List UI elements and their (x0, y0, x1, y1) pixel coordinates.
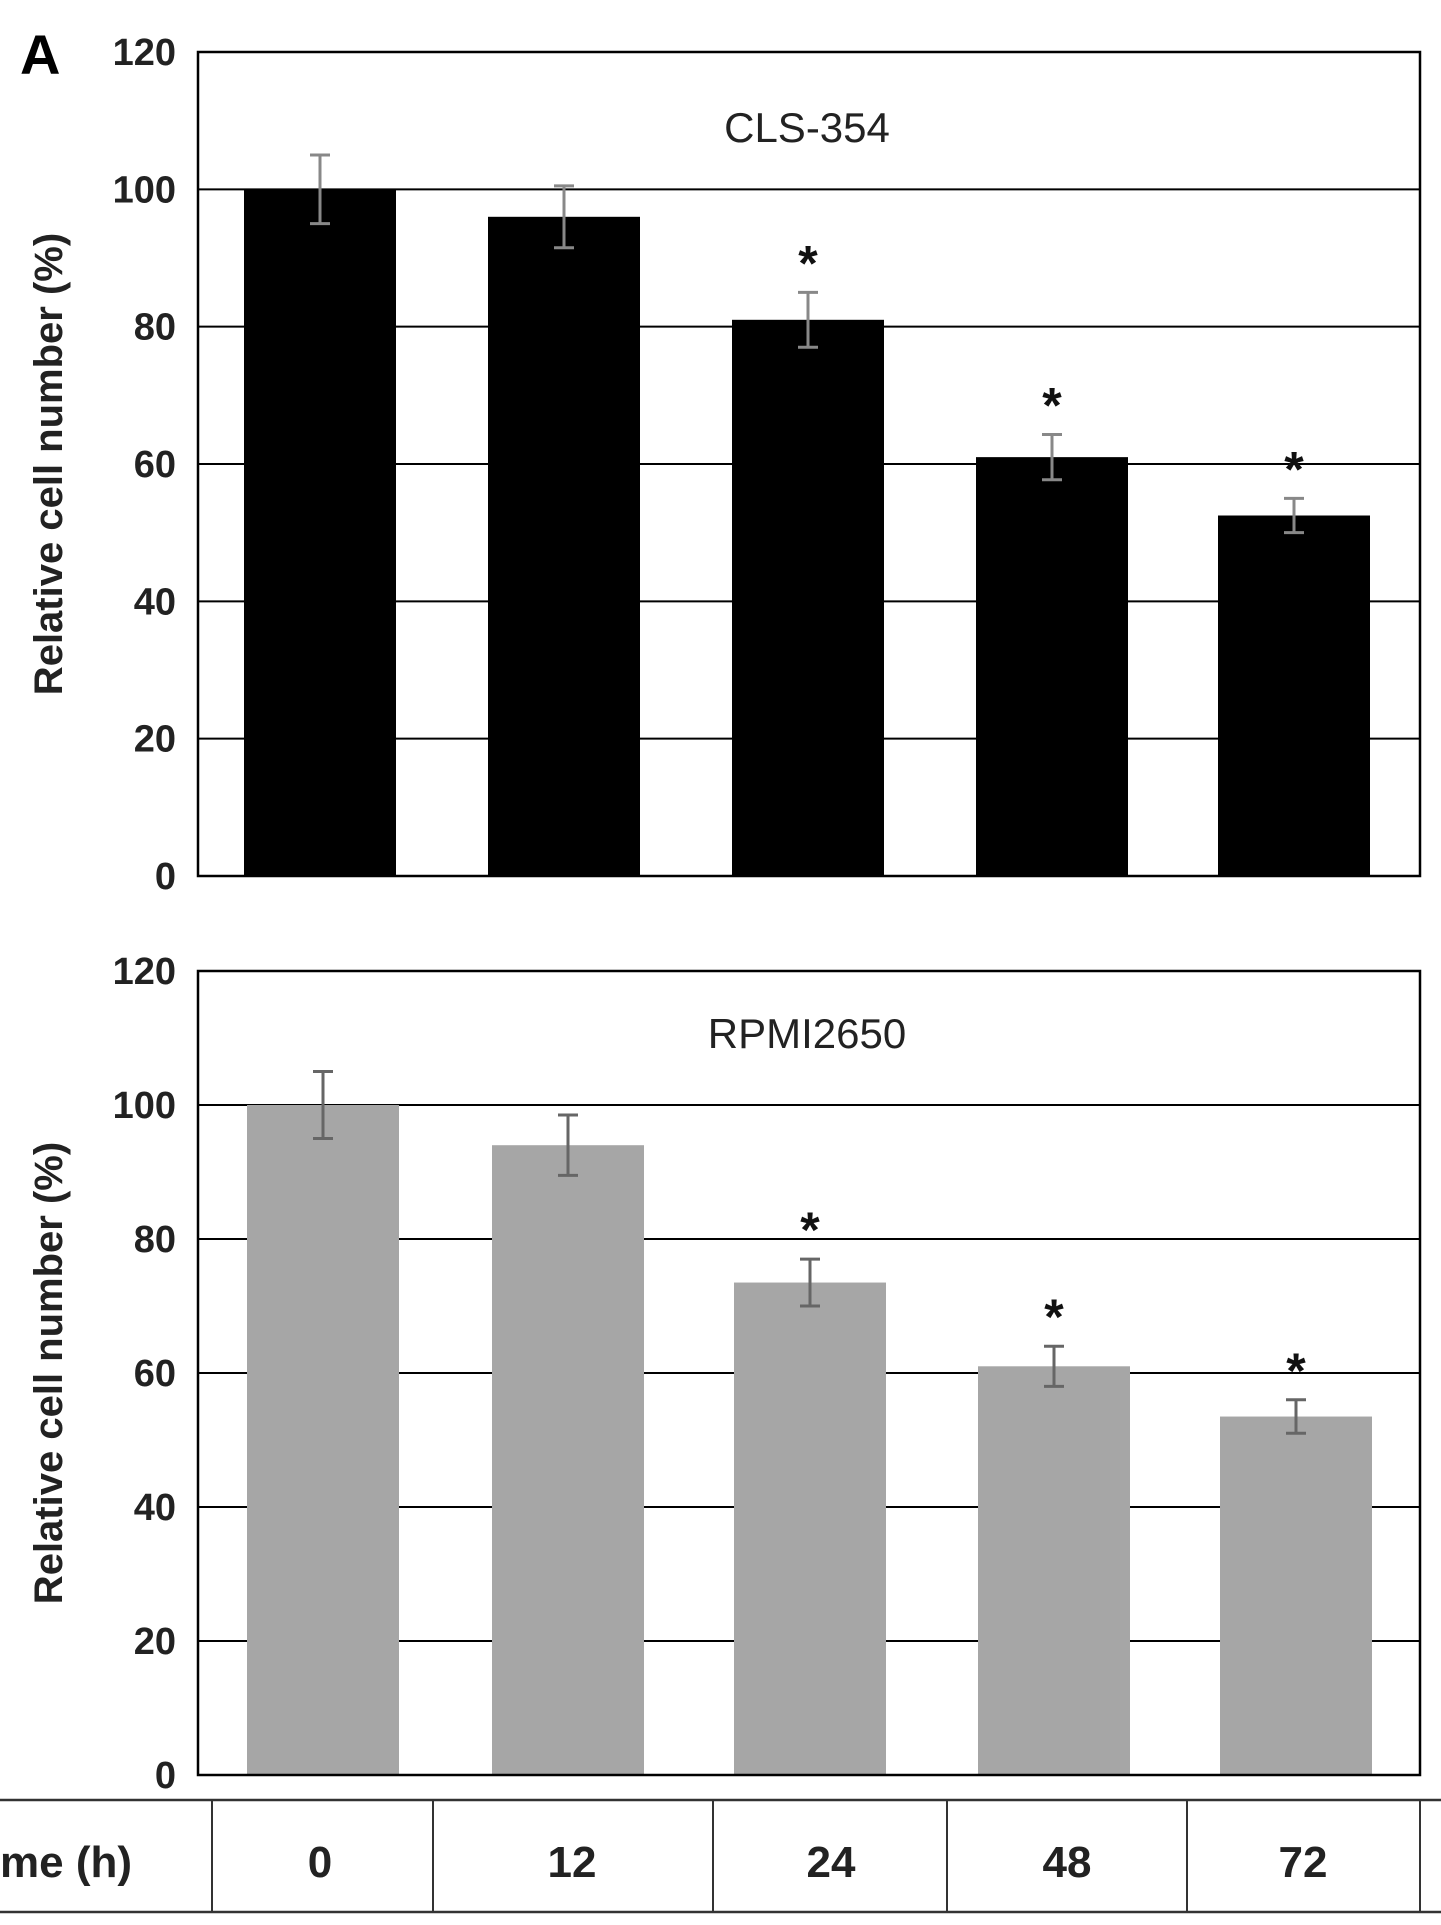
x-tick-label: 24 (807, 1838, 856, 1887)
y-tick-label: 80 (134, 307, 176, 349)
error-bar (800, 1257, 820, 1308)
time-table: me (h) 0 12 24 48 72 (0, 1798, 1441, 1914)
bar-12 (492, 1145, 644, 1775)
significance-mark: * (1284, 441, 1304, 497)
y-tick-label: 0 (155, 856, 176, 898)
table-header: me (h) (0, 1838, 132, 1887)
error-bar (798, 290, 818, 349)
y-tick-label: 100 (113, 169, 176, 211)
error-bar (558, 1113, 578, 1177)
bar-24 (734, 1282, 886, 1775)
y-tick-label: 60 (134, 444, 176, 486)
bar-48 (976, 457, 1128, 876)
error-bar (1284, 496, 1304, 535)
significance-mark: * (1042, 377, 1062, 433)
y-tick-label: 20 (134, 1621, 176, 1663)
bar-0 (244, 189, 396, 877)
plot-frame (196, 969, 1422, 1777)
y-tick-label: 60 (134, 1353, 176, 1395)
y-tick-label: 120 (113, 951, 176, 993)
chart-cls354: 0 20 40 60 80 100 120 * * * CLS-354 Relative cell n… (27, 32, 1422, 898)
x-tick-label: 48 (1043, 1838, 1092, 1887)
x-tick-label: 0 (308, 1838, 332, 1887)
error-bar (554, 184, 574, 250)
chart-rpmi2650: 0 20 40 60 80 100 120 * * * RPMI2650 Relative cell … (27, 951, 1422, 1797)
y-tick-label: 40 (134, 1487, 176, 1529)
y-tick-label: 120 (113, 32, 176, 74)
significance-mark: * (798, 235, 818, 291)
error-bar (310, 153, 330, 226)
y-tick-label: 100 (113, 1085, 176, 1127)
y-tick-label: 80 (134, 1219, 176, 1261)
error-bar (1044, 1344, 1064, 1388)
plot-frame (196, 50, 1422, 878)
y-axis-title: Relative cell number (%) (27, 233, 71, 695)
bar-24 (732, 319, 884, 876)
significance-mark: * (1286, 1343, 1306, 1399)
significance-mark: * (800, 1202, 820, 1258)
bar-72 (1218, 515, 1370, 876)
error-bar (313, 1070, 333, 1140)
significance-mark: * (1044, 1289, 1064, 1345)
bar-12 (488, 216, 640, 877)
bar-72 (1220, 1416, 1372, 1775)
y-tick-label: 40 (134, 581, 176, 623)
error-bar (1286, 1398, 1306, 1435)
x-tick-label: 72 (1279, 1838, 1328, 1887)
y-tick-label: 0 (155, 1755, 176, 1797)
panel-label: A (20, 23, 60, 86)
bar-0 (247, 1105, 399, 1775)
y-axis-title: Relative cell number (%) (27, 1142, 71, 1604)
bar-48 (978, 1366, 1130, 1775)
x-tick-label: 12 (548, 1838, 597, 1887)
chart-title: RPMI2650 (708, 1010, 906, 1057)
chart-title: CLS-354 (724, 104, 890, 151)
y-tick-label: 20 (134, 719, 176, 761)
error-bar (1042, 432, 1062, 482)
